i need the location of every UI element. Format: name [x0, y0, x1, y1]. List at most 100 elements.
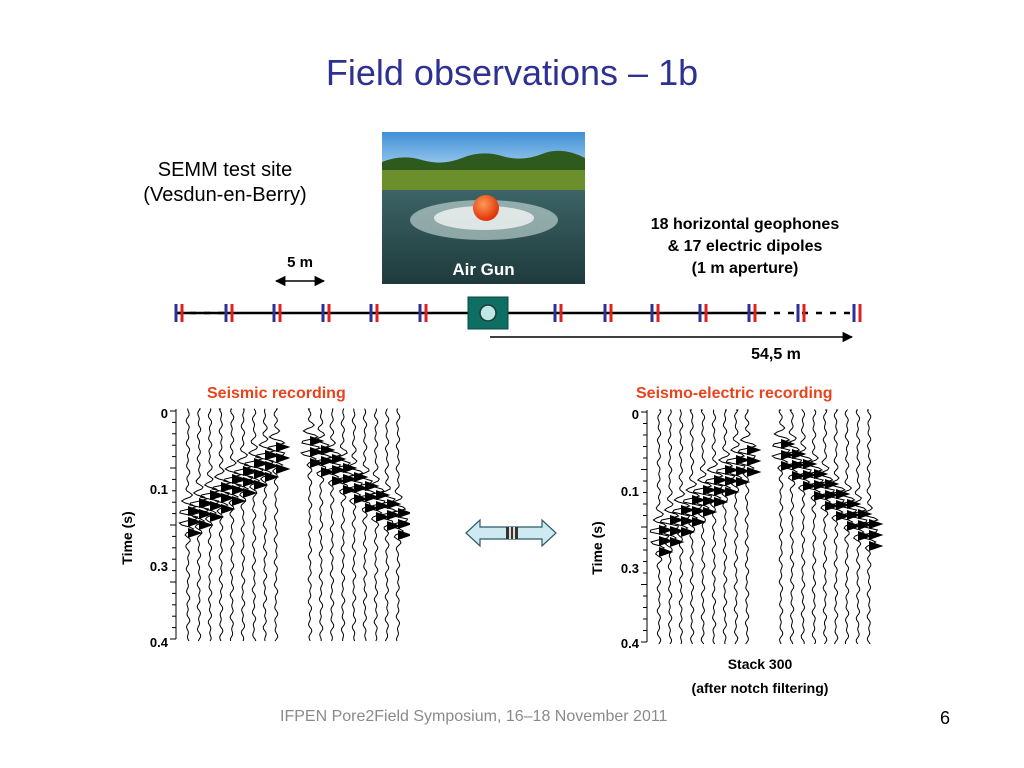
- trace-lobe-16-2: [858, 531, 873, 541]
- trace-lobe-6-2: [725, 487, 740, 497]
- acquisition-line: [174, 275, 862, 343]
- spacing-label: 5 m: [287, 254, 313, 271]
- footer-text: IFPEN Pore2Field Symposium, 16–18 Novemb…: [280, 708, 668, 725]
- seismic-tick-3: 0.4: [149, 635, 168, 650]
- trace-15: [837, 409, 858, 645]
- trace-6: [715, 409, 736, 645]
- electric-tick-3: 0.4: [620, 636, 639, 651]
- trace-4: [692, 409, 713, 645]
- air-gun-photo: [382, 132, 585, 284]
- trace-16: [847, 409, 868, 645]
- trace-lobe-2-1: [681, 516, 696, 526]
- trace-lobe-0-2: [659, 547, 674, 557]
- trace-lobe-4-0: [232, 474, 247, 484]
- trace-lobe-6-1: [725, 476, 740, 486]
- filter-note: (after notch filtering): [691, 680, 829, 696]
- trace-11: [792, 409, 813, 645]
- site-caption: SEMM test site (Vesdun-en-Berry): [100, 158, 350, 208]
- trace-lobe-2-2: [210, 512, 225, 522]
- trace-12: [331, 408, 356, 642]
- trace-7: [254, 408, 275, 642]
- stack-count: Stack 300: [727, 656, 793, 672]
- trace-lobe-14-0: [836, 489, 851, 499]
- trace-lobe-3-1: [221, 493, 236, 503]
- trace-lobe-11-1: [803, 470, 818, 480]
- seismic-traces: [170, 408, 410, 642]
- trace-13: [343, 408, 364, 642]
- trace-lobe-3-0: [221, 482, 236, 492]
- trace-5: [704, 409, 724, 645]
- trace-lobe-8-1: [747, 456, 762, 466]
- trace-lobe-1-0: [199, 498, 214, 508]
- trace-4: [222, 408, 242, 642]
- trace-lobe-7-0: [265, 450, 280, 460]
- page-number: 6: [940, 708, 951, 728]
- trace-lobe-0-2: [188, 528, 203, 538]
- trace-lobe-8-2: [276, 464, 291, 474]
- trace-6: [243, 408, 264, 642]
- trace-lobe-0-0: [188, 506, 203, 516]
- trace-14: [354, 408, 377, 642]
- trace-5: [233, 408, 254, 642]
- trace-lobe-6-2: [254, 480, 269, 490]
- trace-0: [649, 409, 670, 645]
- trace-3: [211, 408, 231, 642]
- trace-lobe-2-0: [210, 490, 225, 500]
- trace-lobe-16-2: [387, 521, 402, 531]
- trace-lobe-4-1: [703, 496, 718, 506]
- trace-1: [189, 408, 210, 642]
- distance-label: 54,5 m: [751, 346, 801, 363]
- trace-lobe-7-1: [265, 461, 280, 471]
- trace-lobe-5-2: [714, 497, 729, 507]
- trace-lobe-13-1: [825, 490, 840, 500]
- trace-lobe-6-1: [254, 469, 269, 479]
- trace-10: [782, 409, 803, 645]
- air-gun-label: Air Gun: [452, 260, 515, 279]
- trace-lobe-5-1: [714, 486, 729, 496]
- trace-15: [365, 408, 386, 642]
- comparison-arrow-icon: [465, 518, 557, 548]
- trace-lobe-17-2: [398, 530, 410, 540]
- trace-17: [388, 408, 409, 642]
- trace-2: [671, 409, 691, 645]
- trace-lobe-9-2: [781, 461, 796, 471]
- trace-lobe-12-1: [814, 480, 829, 490]
- trace-9: [771, 409, 791, 645]
- trace-lobe-11-1: [332, 465, 347, 475]
- trace-lobe-15-1: [847, 510, 862, 520]
- trace-lobe-14-1: [836, 500, 851, 510]
- trace-lobe-6-0: [254, 458, 269, 468]
- seismic-tick-2: 0.3: [149, 559, 168, 574]
- trace-lobe-1-2: [199, 520, 214, 530]
- trace-lobe-0-1: [188, 517, 203, 527]
- trace-lobe-7-2: [265, 472, 280, 482]
- trace-lobe-17-0: [869, 519, 884, 529]
- trace-14: [826, 409, 846, 645]
- trace-lobe-9-2: [310, 458, 325, 468]
- electric-title: Seismo-electric recording: [636, 385, 833, 402]
- trace-lobe-4-2: [232, 496, 247, 506]
- aperture: (1 m aperture): [691, 260, 799, 277]
- trace-lobe-10-1: [321, 456, 336, 466]
- trace-11: [322, 408, 342, 642]
- trace-lobe-13-2: [825, 501, 840, 511]
- trace-lobe-10-0: [792, 449, 807, 459]
- trace-lobe-14-2: [836, 511, 851, 521]
- trace-9: [300, 408, 321, 642]
- geophone-count: 18 horizontal geophones: [650, 216, 840, 233]
- stack-note: Stack 300 (after notch filtering): [650, 652, 870, 700]
- trace-lobe-11-2: [332, 476, 347, 486]
- seismo-electric-traces: [641, 409, 884, 645]
- trace-lobe-5-2: [243, 488, 258, 498]
- trace-lobe-15-1: [376, 501, 391, 511]
- dipole-count: & 17 electric dipoles: [667, 238, 823, 255]
- site-name: SEMM test site: [157, 159, 293, 181]
- trace-lobe-15-2: [847, 521, 862, 531]
- trace-lobe-11-0: [803, 459, 818, 469]
- trace-lobe-7-2: [736, 477, 751, 487]
- trace-13: [814, 409, 835, 645]
- trace-lobe-11-2: [803, 481, 818, 491]
- trace-lobe-12-2: [343, 485, 358, 495]
- trace-lobe-1-2: [670, 537, 685, 547]
- trace-lobe-3-1: [692, 506, 707, 516]
